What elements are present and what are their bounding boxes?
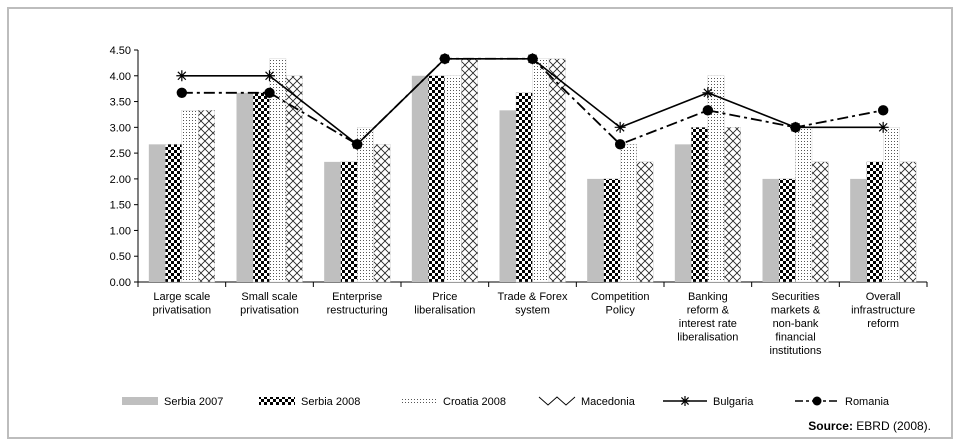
y-tick-label: 4.50: [110, 45, 131, 57]
bar: [620, 144, 637, 283]
bar: [148, 144, 166, 282]
romania-point: [351, 139, 363, 150]
bar: [899, 161, 917, 283]
bulgaria-point: [176, 70, 188, 82]
bar: [691, 127, 708, 283]
bar: [866, 161, 884, 283]
bar: [603, 178, 621, 283]
bar: [236, 92, 253, 283]
legend-group: Serbia 2007 Serbia 2008 Croatia 2008 Macedo…: [122, 396, 890, 408]
source-note: Source: EBRD (2008).: [808, 419, 931, 433]
romania-point: [439, 53, 451, 64]
romania-point: [790, 122, 801, 133]
y-tick-label: 2.50: [110, 148, 131, 160]
y-tick-label: 0.50: [110, 251, 131, 263]
bar: [357, 127, 374, 283]
y-tick-label: 2.00: [110, 174, 131, 186]
legend-swatch: [259, 397, 295, 405]
bar: [499, 110, 516, 282]
category-label: Trade & Forex system: [498, 291, 568, 317]
bulgaria-point: [614, 121, 626, 133]
bulgaria-point: [702, 87, 714, 99]
bar: [165, 144, 182, 283]
category-label: Price liberalisation: [414, 291, 475, 317]
romania-point: [877, 105, 889, 116]
bar: [252, 92, 270, 283]
chart-frame: 0.00 0.50 1.00 1.50 2.00 2.50 3.00 3.50 4.00 4.50…: [7, 7, 953, 439]
bulgaria-point: [877, 121, 889, 133]
bar: [181, 110, 199, 283]
bar: [883, 127, 900, 283]
legend-swatch: [401, 397, 437, 405]
category-label: Securities markets & non-bank financial inst…: [770, 291, 822, 357]
bar: [778, 178, 796, 283]
chart-svg: 0.00 0.50 1.00 1.50 2.00 2.50 3.00 3.50 4.00 4.50…: [110, 45, 928, 408]
category-label: Competition Policy: [591, 291, 650, 317]
legend-label: Serbia 2007: [164, 396, 223, 408]
bar: [587, 178, 604, 282]
bar: [636, 161, 654, 283]
y-tick-label: 1.00: [110, 225, 131, 237]
bar: [674, 144, 692, 282]
bar: [198, 110, 215, 283]
y-tick-label: 1.50: [110, 200, 131, 212]
bar: [811, 161, 829, 283]
category-label: Overall infrastructure reform: [851, 291, 915, 330]
source-text: EBRD (2008).: [856, 419, 931, 433]
bar: [532, 58, 550, 283]
bar: [285, 75, 303, 283]
category-label: Banking reform & interest rate liberalisati…: [677, 291, 738, 344]
bars-group: [148, 58, 917, 283]
bar: [850, 178, 867, 282]
bulgaria-point: [264, 70, 275, 82]
legend-label: Croatia 2008: [443, 396, 506, 408]
bar: [340, 161, 358, 283]
bar: [724, 127, 741, 283]
y-tick-label: 3.00: [110, 122, 131, 134]
bar: [324, 161, 341, 282]
bar: [411, 75, 429, 283]
legend-swatch-marker: [812, 396, 822, 406]
category-label: Small scale privatisation: [240, 291, 299, 317]
y-tick-label: 4.00: [110, 71, 131, 83]
legend-swatch: [122, 397, 158, 405]
romania-point: [264, 87, 275, 98]
y-tick-label: 0.00: [110, 277, 131, 289]
bulgaria-point: [680, 396, 690, 406]
bar: [428, 75, 445, 283]
y-tick-label: 3.50: [110, 97, 131, 109]
romania-point: [527, 53, 538, 64]
lines-group: [176, 53, 889, 150]
bar: [548, 58, 566, 283]
romania-point: [176, 87, 188, 98]
romania-point: [614, 139, 626, 150]
category-labels-group: Large scale privatisation Small scale priva…: [152, 291, 915, 357]
romania-point: [702, 105, 714, 116]
legend-swatch: [538, 396, 576, 406]
category-label: Large scale privatisation: [152, 291, 211, 317]
legend-label: Macedonia: [581, 396, 636, 408]
source-label: Source:: [808, 419, 853, 433]
bar: [515, 92, 533, 283]
category-label: Enterprise restructuring: [327, 291, 388, 317]
bar: [444, 75, 462, 283]
bar: [461, 58, 478, 283]
bar: [795, 127, 813, 283]
legend-label: Serbia 2008: [301, 396, 360, 408]
legend-label: Bulgaria: [713, 396, 754, 408]
legend-label: Romania: [845, 396, 890, 408]
bar: [762, 178, 779, 282]
bar: [373, 144, 391, 283]
